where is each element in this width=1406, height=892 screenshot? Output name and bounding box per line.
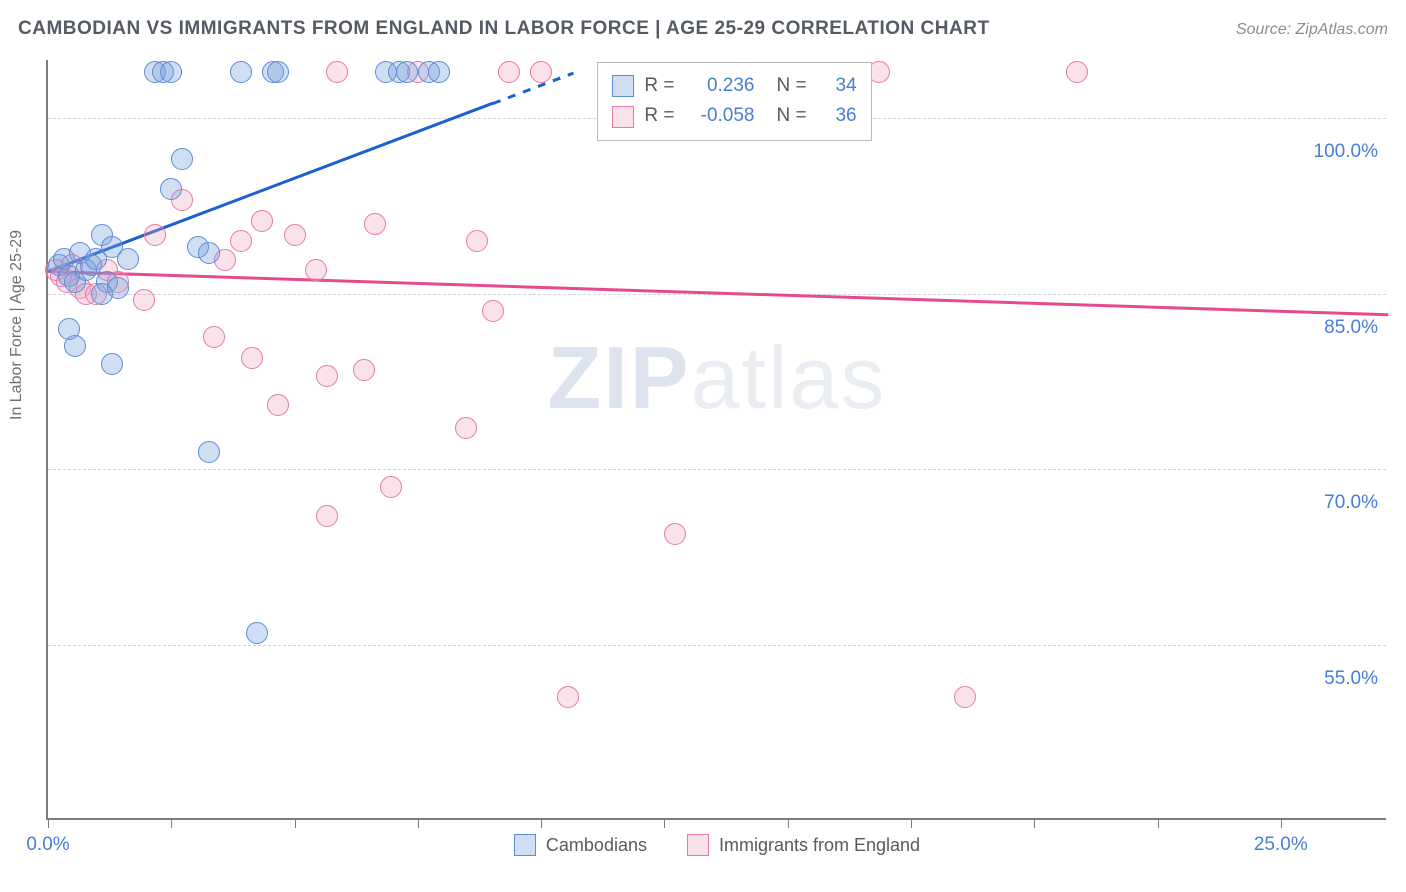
- legend-label: Immigrants from England: [719, 835, 920, 856]
- data-point: [530, 61, 552, 83]
- legend-label: Cambodians: [546, 835, 647, 856]
- data-point: [326, 61, 348, 83]
- ytick-label: 100.0%: [1314, 141, 1378, 163]
- legend-swatch: [514, 834, 536, 856]
- data-point: [267, 61, 289, 83]
- chart-source: Source: ZipAtlas.com: [1236, 21, 1388, 39]
- ytick-label: 70.0%: [1324, 492, 1378, 514]
- xtick: [418, 818, 419, 828]
- xtick: [171, 818, 172, 828]
- data-point: [482, 300, 504, 322]
- data-point: [1066, 61, 1088, 83]
- data-point: [144, 224, 166, 246]
- xtick: [295, 818, 296, 828]
- stats-box: R = 0.236 N = 34 R = -0.058 N = 36: [597, 62, 871, 141]
- legend-item: Immigrants from England: [687, 834, 920, 856]
- gridline-h: [48, 645, 1386, 646]
- data-point: [466, 230, 488, 252]
- data-point: [396, 61, 418, 83]
- data-point: [133, 289, 155, 311]
- data-point: [316, 505, 338, 527]
- stat-label: N =: [777, 101, 807, 131]
- y-axis-label: In Labor Force | Age 25-29: [8, 230, 26, 420]
- stat-label: R =: [644, 101, 674, 131]
- stat-label: N =: [777, 71, 807, 101]
- data-point: [428, 61, 450, 83]
- legend: Cambodians Immigrants from England: [48, 834, 1386, 856]
- legend-swatch: [687, 834, 709, 856]
- data-point: [117, 248, 139, 270]
- xtick: [1034, 818, 1035, 828]
- data-point: [171, 148, 193, 170]
- data-point: [305, 259, 327, 281]
- data-point: [954, 686, 976, 708]
- data-point: [58, 318, 80, 340]
- xtick: [48, 818, 49, 828]
- chart-title: CAMBODIAN VS IMMIGRANTS FROM ENGLAND IN …: [18, 18, 990, 40]
- xtick: [911, 818, 912, 828]
- data-point: [241, 347, 263, 369]
- data-point: [364, 213, 386, 235]
- data-point: [353, 359, 375, 381]
- chart-header: CAMBODIAN VS IMMIGRANTS FROM ENGLAND IN …: [18, 18, 1388, 40]
- stat-value: 36: [817, 101, 857, 131]
- data-point: [455, 417, 477, 439]
- gridline-h: [48, 469, 1386, 470]
- stat-value: 34: [817, 71, 857, 101]
- xtick: [664, 818, 665, 828]
- data-point: [498, 61, 520, 83]
- ytick-label: 85.0%: [1324, 317, 1378, 339]
- stat-value: 0.236: [685, 71, 755, 101]
- data-point: [107, 277, 129, 299]
- data-point: [160, 61, 182, 83]
- data-point: [101, 353, 123, 375]
- stat-value: -0.058: [685, 101, 755, 131]
- data-point: [284, 224, 306, 246]
- xtick: [541, 818, 542, 828]
- data-point: [230, 61, 252, 83]
- ytick-label: 55.0%: [1324, 668, 1378, 690]
- data-point: [203, 326, 225, 348]
- legend-swatch: [612, 106, 634, 128]
- stats-row: R = -0.058 N = 36: [612, 101, 856, 131]
- xtick: [1281, 818, 1282, 828]
- data-point: [230, 230, 252, 252]
- xtick: [1158, 818, 1159, 828]
- data-point: [380, 476, 402, 498]
- stats-row: R = 0.236 N = 34: [612, 71, 856, 101]
- data-point: [246, 622, 268, 644]
- data-point: [198, 441, 220, 463]
- data-point: [251, 210, 273, 232]
- scatter-plot: ZIPatlas 55.0%70.0%85.0%100.0%0.0%25.0%R…: [46, 60, 1386, 820]
- data-point: [664, 523, 686, 545]
- data-point: [160, 178, 182, 200]
- watermark: ZIPatlas: [548, 327, 887, 429]
- legend-swatch: [612, 75, 634, 97]
- data-point: [267, 394, 289, 416]
- stat-label: R =: [644, 71, 674, 101]
- data-point: [557, 686, 579, 708]
- data-point: [198, 242, 220, 264]
- data-point: [316, 365, 338, 387]
- xtick: [788, 818, 789, 828]
- legend-item: Cambodians: [514, 834, 647, 856]
